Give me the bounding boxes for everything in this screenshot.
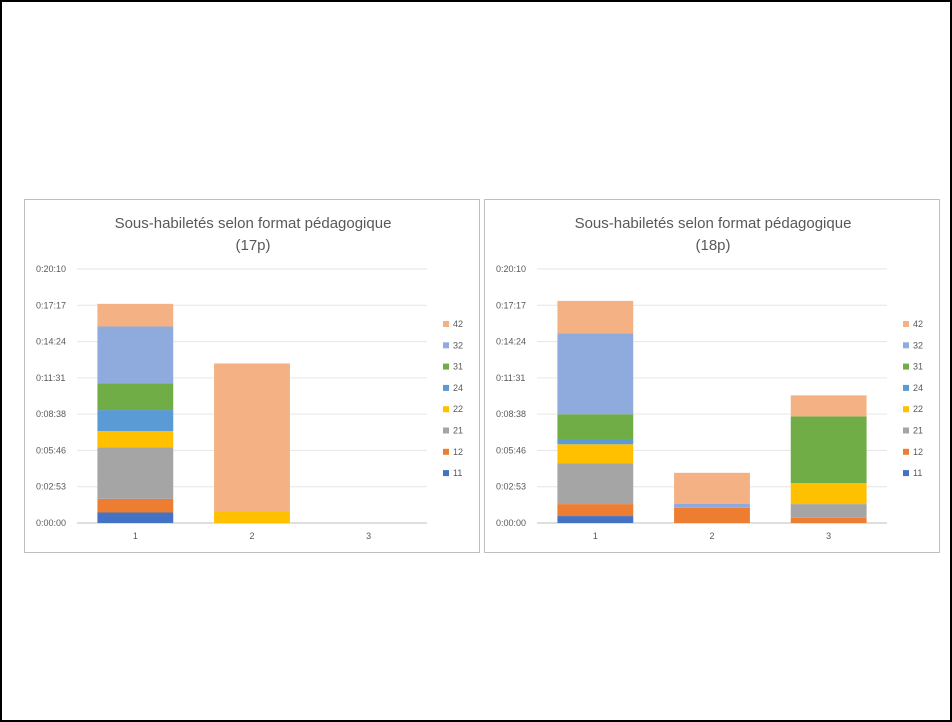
y-tick-label: 0:08:38	[36, 409, 66, 419]
bar-segment-12-cat-1	[557, 504, 634, 517]
legend-swatch-21	[443, 427, 449, 434]
legend-swatch-11	[443, 470, 449, 477]
y-tick-label: 0:02:53	[36, 482, 66, 492]
legend-label-42: 42	[913, 319, 923, 329]
bar-segment-11-cat-1	[557, 516, 634, 523]
y-tick-label: 0:05:46	[496, 445, 526, 455]
bar-segment-22-cat-1	[557, 444, 634, 464]
bar-segment-12-cat-2	[674, 507, 750, 523]
bar-segment-21-cat-3	[790, 504, 867, 518]
legend-label-12: 12	[913, 447, 923, 457]
legend-label-11: 11	[453, 468, 462, 478]
legend-label-21: 21	[453, 426, 463, 436]
y-tick-label: 0:05:46	[36, 445, 66, 455]
x-tick-label: 3	[366, 531, 371, 541]
legend-label-21: 21	[913, 426, 923, 436]
legend-swatch-11	[903, 470, 909, 477]
y-tick-label: 0:20:10	[36, 264, 66, 274]
legend-swatch-24	[443, 384, 449, 391]
y-tick-label: 0:11:31	[36, 373, 65, 383]
y-tick-label: 0:00:00	[36, 518, 66, 528]
legend-label-31: 31	[913, 362, 923, 372]
legend-label-12: 12	[453, 447, 463, 457]
bar-segment-11-cat-1	[97, 512, 174, 523]
legend-label-22: 22	[913, 404, 923, 414]
legend-swatch-42	[903, 321, 909, 327]
bar-segment-22-cat-3	[790, 483, 867, 505]
bar-segment-31-cat-1	[97, 383, 174, 411]
legend-swatch-32	[903, 342, 909, 349]
x-tick-label: 1	[593, 531, 598, 541]
x-tick-label: 3	[826, 531, 831, 541]
x-tick-label: 2	[709, 531, 714, 541]
chart-17p-svg: Sous-habiletés selon format pédagogique (…	[36, 215, 463, 541]
y-tick-label: 0:14:24	[36, 337, 66, 347]
legend-label-42: 42	[453, 319, 463, 329]
legend-swatch-24	[903, 384, 909, 391]
bar-segment-31-cat-3	[790, 416, 867, 484]
y-tick-label: 0:20:10	[496, 264, 526, 274]
y-tick-label: 0:02:53	[496, 482, 526, 492]
legend-swatch-22	[443, 406, 449, 413]
legend-label-22: 22	[453, 404, 463, 414]
bar-segment-24-cat-1	[557, 439, 634, 445]
chart-title: Sous-habiletés selon format pédagogique	[115, 215, 392, 232]
x-tick-label: 2	[249, 531, 254, 541]
legend-swatch-42	[443, 321, 449, 327]
legend-swatch-31	[903, 363, 909, 370]
bar-segment-21-cat-1	[97, 447, 174, 499]
legend-swatch-31	[443, 363, 449, 370]
y-tick-label: 0:14:24	[496, 337, 526, 347]
legend-swatch-32	[443, 342, 449, 349]
bar-segment-32-cat-1	[97, 326, 174, 384]
chart-17p: Sous-habiletés selon format pédagogique (…	[24, 199, 480, 553]
y-tick-label: 0:17:17	[496, 300, 526, 310]
bar-segment-42-cat-1	[97, 303, 174, 327]
bar-segment-42-cat-2	[674, 472, 750, 504]
bar-segment-21-cat-1	[557, 463, 634, 505]
legend-swatch-21	[903, 427, 909, 434]
legend-label-24: 24	[913, 383, 923, 393]
x-tick-label: 1	[133, 531, 138, 541]
chart-subtitle: (17p)	[235, 237, 270, 254]
bar-segment-42-cat-3	[790, 395, 867, 417]
legend-label-32: 32	[453, 340, 463, 350]
chart-18p-svg: Sous-habiletés selon format pédagogique (…	[496, 215, 923, 541]
chart-subtitle: (18p)	[695, 237, 730, 254]
y-tick-label: 0:17:17	[36, 300, 66, 310]
legend-label-31: 31	[453, 362, 463, 372]
legend-label-32: 32	[913, 340, 923, 350]
bar-segment-12-cat-1	[97, 498, 174, 513]
legend-swatch-12	[903, 448, 909, 455]
y-tick-label: 0:00:00	[496, 518, 526, 528]
bar-segment-31-cat-1	[557, 414, 634, 440]
bar-segment-32-cat-1	[557, 333, 634, 415]
chart-title: Sous-habiletés selon format pédagogique	[575, 215, 852, 232]
legend-label-24: 24	[453, 383, 463, 393]
chart-18p: Sous-habiletés selon format pédagogique (…	[484, 199, 940, 553]
legend-swatch-22	[903, 406, 909, 413]
legend-swatch-12	[443, 448, 449, 455]
y-tick-label: 0:11:31	[496, 373, 525, 383]
bar-segment-22-cat-1	[97, 431, 174, 448]
bar-segment-24-cat-1	[97, 410, 174, 432]
legend-label-11: 11	[913, 468, 922, 478]
bar-segment-42-cat-2	[214, 363, 290, 512]
bar-segment-32-cat-2	[674, 503, 750, 508]
y-tick-label: 0:08:38	[496, 409, 526, 419]
bar-segment-22-cat-2	[214, 511, 290, 523]
bar-segment-12-cat-3	[790, 517, 867, 523]
bar-segment-42-cat-1	[557, 300, 634, 334]
